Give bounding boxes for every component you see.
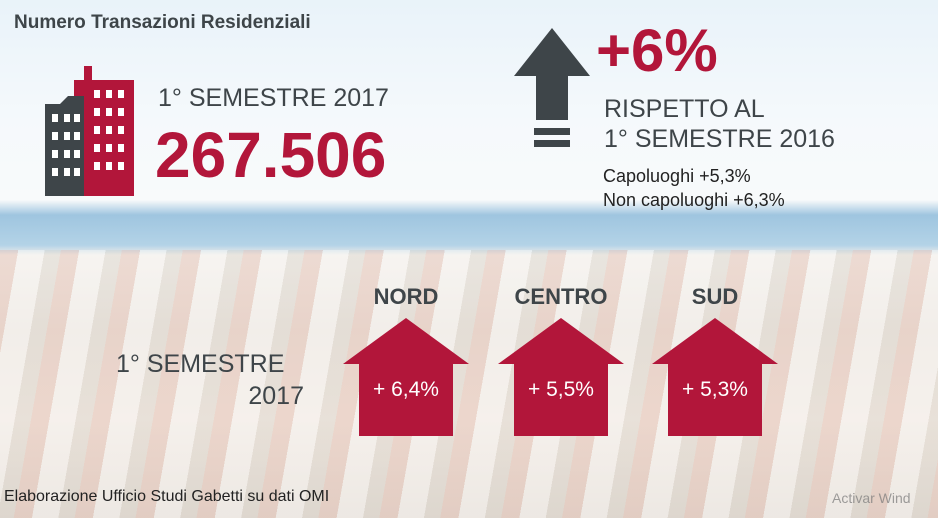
change-detail: Capoluoghi +5,3% [603,166,751,186]
change-value: +6% [596,17,718,84]
regions-period-line: 1° SEMESTRE [116,350,285,378]
change-label-line: RISPETTO AL [604,95,765,123]
region-name: NORD [373,284,439,309]
main-period: 1° SEMESTRE 2017 [158,84,389,112]
regions-period-line: 2017 [248,382,304,410]
change-details: Capoluoghi +5,3% Non capoluoghi +6,3% [603,164,785,212]
town-background [0,250,938,518]
house-icon [652,318,778,436]
house-shape [498,318,624,436]
house-shape [652,318,778,436]
up-arrow-icon [514,28,590,147]
house-icon [343,318,469,436]
footer: Elaborazione Ufficio Studi Gabetti su da… [4,488,330,505]
change-label: RISPETTO AL 1° SEMESTRE 2016 [604,94,835,154]
region-name: SUD [691,284,739,309]
change-label-line: 1° SEMESTRE 2016 [604,125,835,153]
buildings-icon [45,66,134,196]
region-value: + 5,5% [528,378,594,401]
regions-period: 1° SEMESTRE 2017 [116,348,304,412]
house-icon [498,318,624,436]
region-value: + 6,4% [373,378,439,401]
watermark: Activar Wind [832,490,911,506]
region-name: CENTRO [514,284,608,309]
house-shape [343,318,469,436]
title: Numero Transazioni Residenziali [14,12,311,33]
region-value: + 5,3% [682,378,748,401]
change-detail: Non capoluoghi +6,3% [603,190,785,210]
main-value: 267.506 [155,119,387,191]
